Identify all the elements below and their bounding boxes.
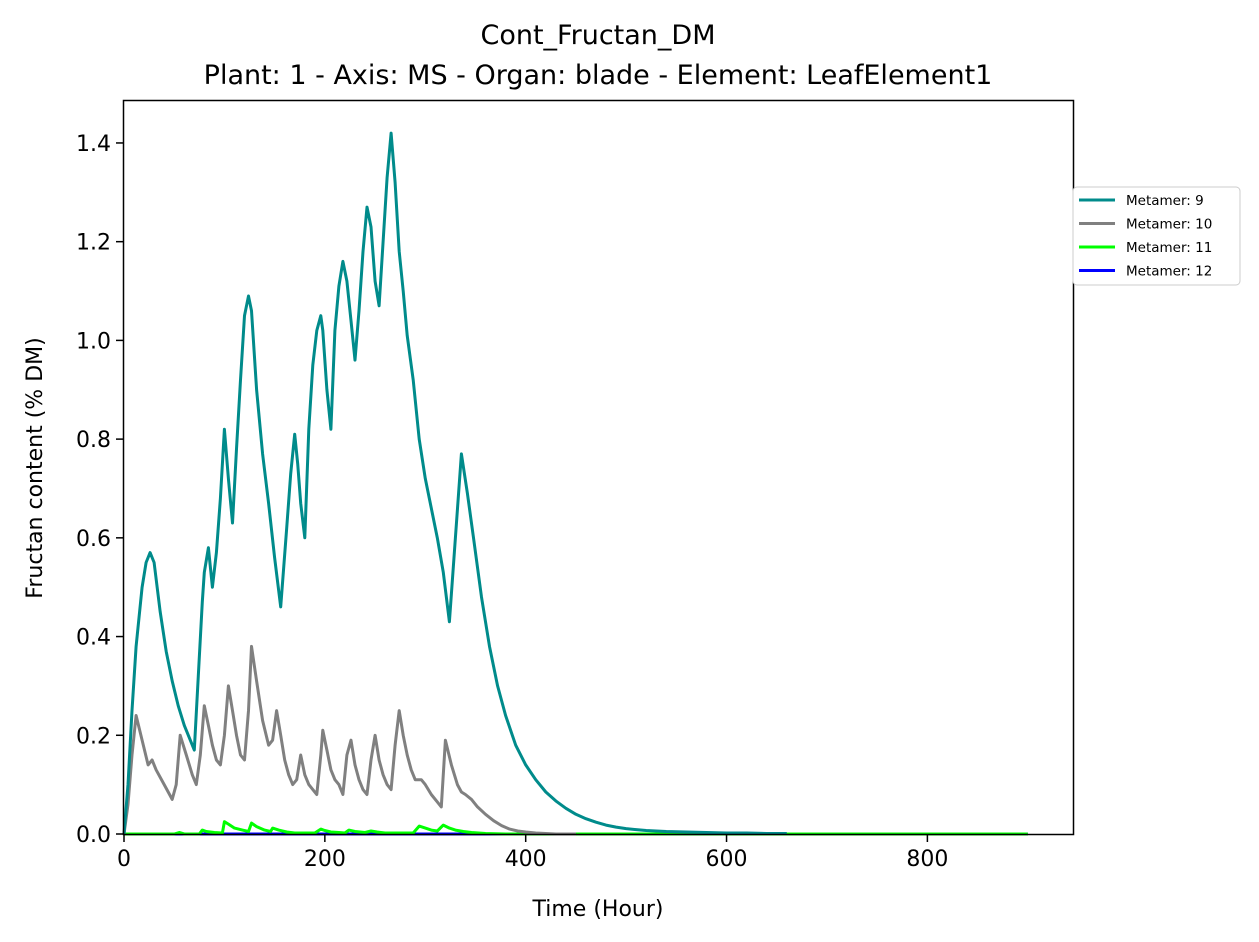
x-tick-label: 800 [906, 847, 948, 872]
legend-label: Metamer: 10 [1126, 217, 1212, 233]
y-tick-label: 0.4 [76, 626, 111, 651]
y-tick-label: 0.2 [76, 724, 111, 749]
y-tick-label: 0.8 [76, 428, 111, 453]
y-tick-label: 0.6 [76, 527, 111, 552]
x-tick-label: 400 [505, 847, 547, 872]
y-tick-label: 1.2 [76, 231, 111, 256]
y-axis-ticks: 0.0 0.2 0.4 0.6 0.8 1.0 1.2 1.4 [76, 132, 124, 848]
series-line-metamer-11 [124, 820, 1028, 836]
series-line-metamer-9 [122, 131, 787, 835]
x-tick-label: 200 [304, 847, 346, 872]
chart-title: Cont_Fructan_DM [480, 20, 715, 51]
plot-frame [122, 99, 1075, 836]
x-tick-label: 600 [706, 847, 748, 872]
x-axis-ticks: 0 200 400 600 800 [117, 834, 948, 872]
chart-subtitle: Plant: 1 - Axis: MS - Organ: blade - Ele… [204, 60, 993, 91]
legend-label: Metamer: 11 [1126, 240, 1212, 256]
y-tick-label: 1.0 [76, 329, 111, 354]
y-tick-label: 1.4 [76, 132, 111, 157]
series-line-metamer-10 [122, 644, 576, 836]
legend: Metamer: 9 Metamer: 10 Metamer: 11 Metamer:… [1072, 186, 1241, 286]
legend-label: Metamer: 9 [1126, 193, 1204, 209]
y-axis-label: Fructan content (% DM) [23, 337, 48, 598]
legend-box [1072, 186, 1241, 286]
x-axis-label: Time (Hour) [532, 897, 664, 922]
y-tick-label: 0.0 [76, 823, 111, 848]
x-tick-label: 0 [117, 847, 131, 872]
legend-label: Metamer: 12 [1126, 264, 1212, 280]
